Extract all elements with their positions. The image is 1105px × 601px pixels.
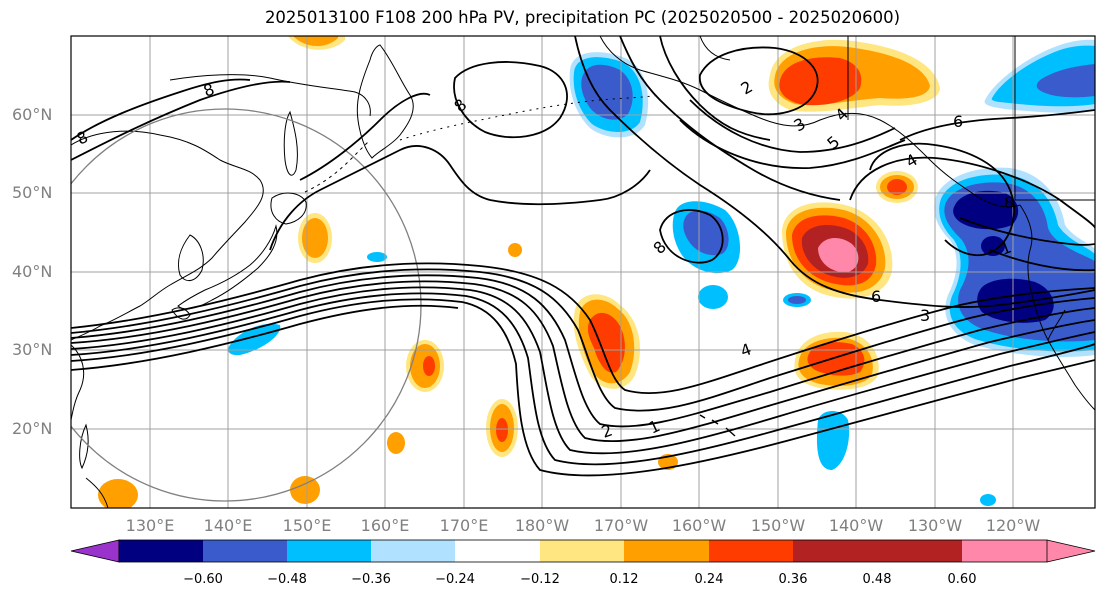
lon-label: 130°E bbox=[125, 516, 175, 535]
contour-label: 3 bbox=[920, 306, 930, 325]
contour-label: 6 bbox=[953, 112, 963, 131]
lat-label: 60°N bbox=[12, 105, 53, 124]
colorbar-bin bbox=[793, 540, 877, 562]
colorbar-tick-label: −0.36 bbox=[351, 572, 391, 587]
colorbar-tick-label: −0.24 bbox=[435, 572, 475, 587]
colorbar-bin bbox=[540, 540, 624, 562]
colorbar bbox=[70, 539, 1096, 563]
colorbar-tick-label: 0.48 bbox=[862, 572, 892, 587]
colorbar-tick-label: 0.36 bbox=[778, 572, 808, 587]
colorbar-bin bbox=[455, 540, 540, 562]
precip-negative-shading bbox=[228, 39, 1095, 506]
colorbar-bin bbox=[709, 540, 793, 562]
lon-label: 160°E bbox=[360, 516, 410, 535]
pv-contours bbox=[71, 36, 1095, 477]
graticule bbox=[71, 36, 1095, 508]
colorbar-bin bbox=[203, 540, 287, 562]
colorbar-tick-label: −0.48 bbox=[267, 572, 307, 587]
colorbar-bin bbox=[119, 540, 203, 562]
colorbar-bin bbox=[624, 540, 709, 562]
contour-label: 2 bbox=[738, 77, 756, 99]
lon-label: 130°W bbox=[907, 516, 963, 535]
contour-label: 2 bbox=[599, 420, 615, 441]
contour-label: 1 bbox=[646, 416, 663, 438]
lat-label: 40°N bbox=[12, 262, 53, 281]
lon-label: 160°W bbox=[671, 516, 727, 535]
lon-label: 170°W bbox=[593, 516, 649, 535]
lon-label: 180°W bbox=[514, 516, 570, 535]
colorbar-tick-label: −0.60 bbox=[183, 572, 223, 587]
lon-label: 120°W bbox=[985, 516, 1041, 535]
plot-frame bbox=[70, 35, 1096, 509]
contour-label: 6 bbox=[871, 287, 881, 306]
colorbar-extend-high bbox=[962, 540, 1095, 562]
colorbar-extend-low bbox=[70, 539, 120, 563]
contour-label: 8 bbox=[1004, 193, 1014, 212]
lon-label: 140°E bbox=[203, 516, 253, 535]
colorbar-tick-label: 0.60 bbox=[947, 572, 977, 587]
lat-label: 50°N bbox=[12, 183, 53, 202]
colorbar-tick-label: 0.12 bbox=[609, 572, 639, 587]
colorbar-tick-label: 0.24 bbox=[694, 572, 724, 587]
lon-label: 140°W bbox=[828, 516, 884, 535]
lon-label: 170°E bbox=[439, 516, 489, 535]
contour-label: 8 bbox=[450, 95, 470, 116]
colorbar-bin bbox=[287, 540, 371, 562]
colorbar-bin bbox=[371, 540, 455, 562]
colorbar-frame bbox=[118, 539, 1048, 563]
lon-label: 150°E bbox=[282, 516, 332, 535]
contour-label: 4 bbox=[903, 150, 921, 172]
lat-label: 30°N bbox=[12, 340, 53, 359]
lon-label: 150°W bbox=[750, 516, 806, 535]
lat-label: 20°N bbox=[12, 419, 53, 438]
colorbar-tick-label: −0.12 bbox=[520, 572, 560, 587]
colorbar-high-outline bbox=[1046, 539, 1096, 563]
map-title: 2025013100 F108 200 hPa PV, precipitatio… bbox=[264, 8, 901, 27]
colorbar-bin bbox=[877, 540, 962, 562]
